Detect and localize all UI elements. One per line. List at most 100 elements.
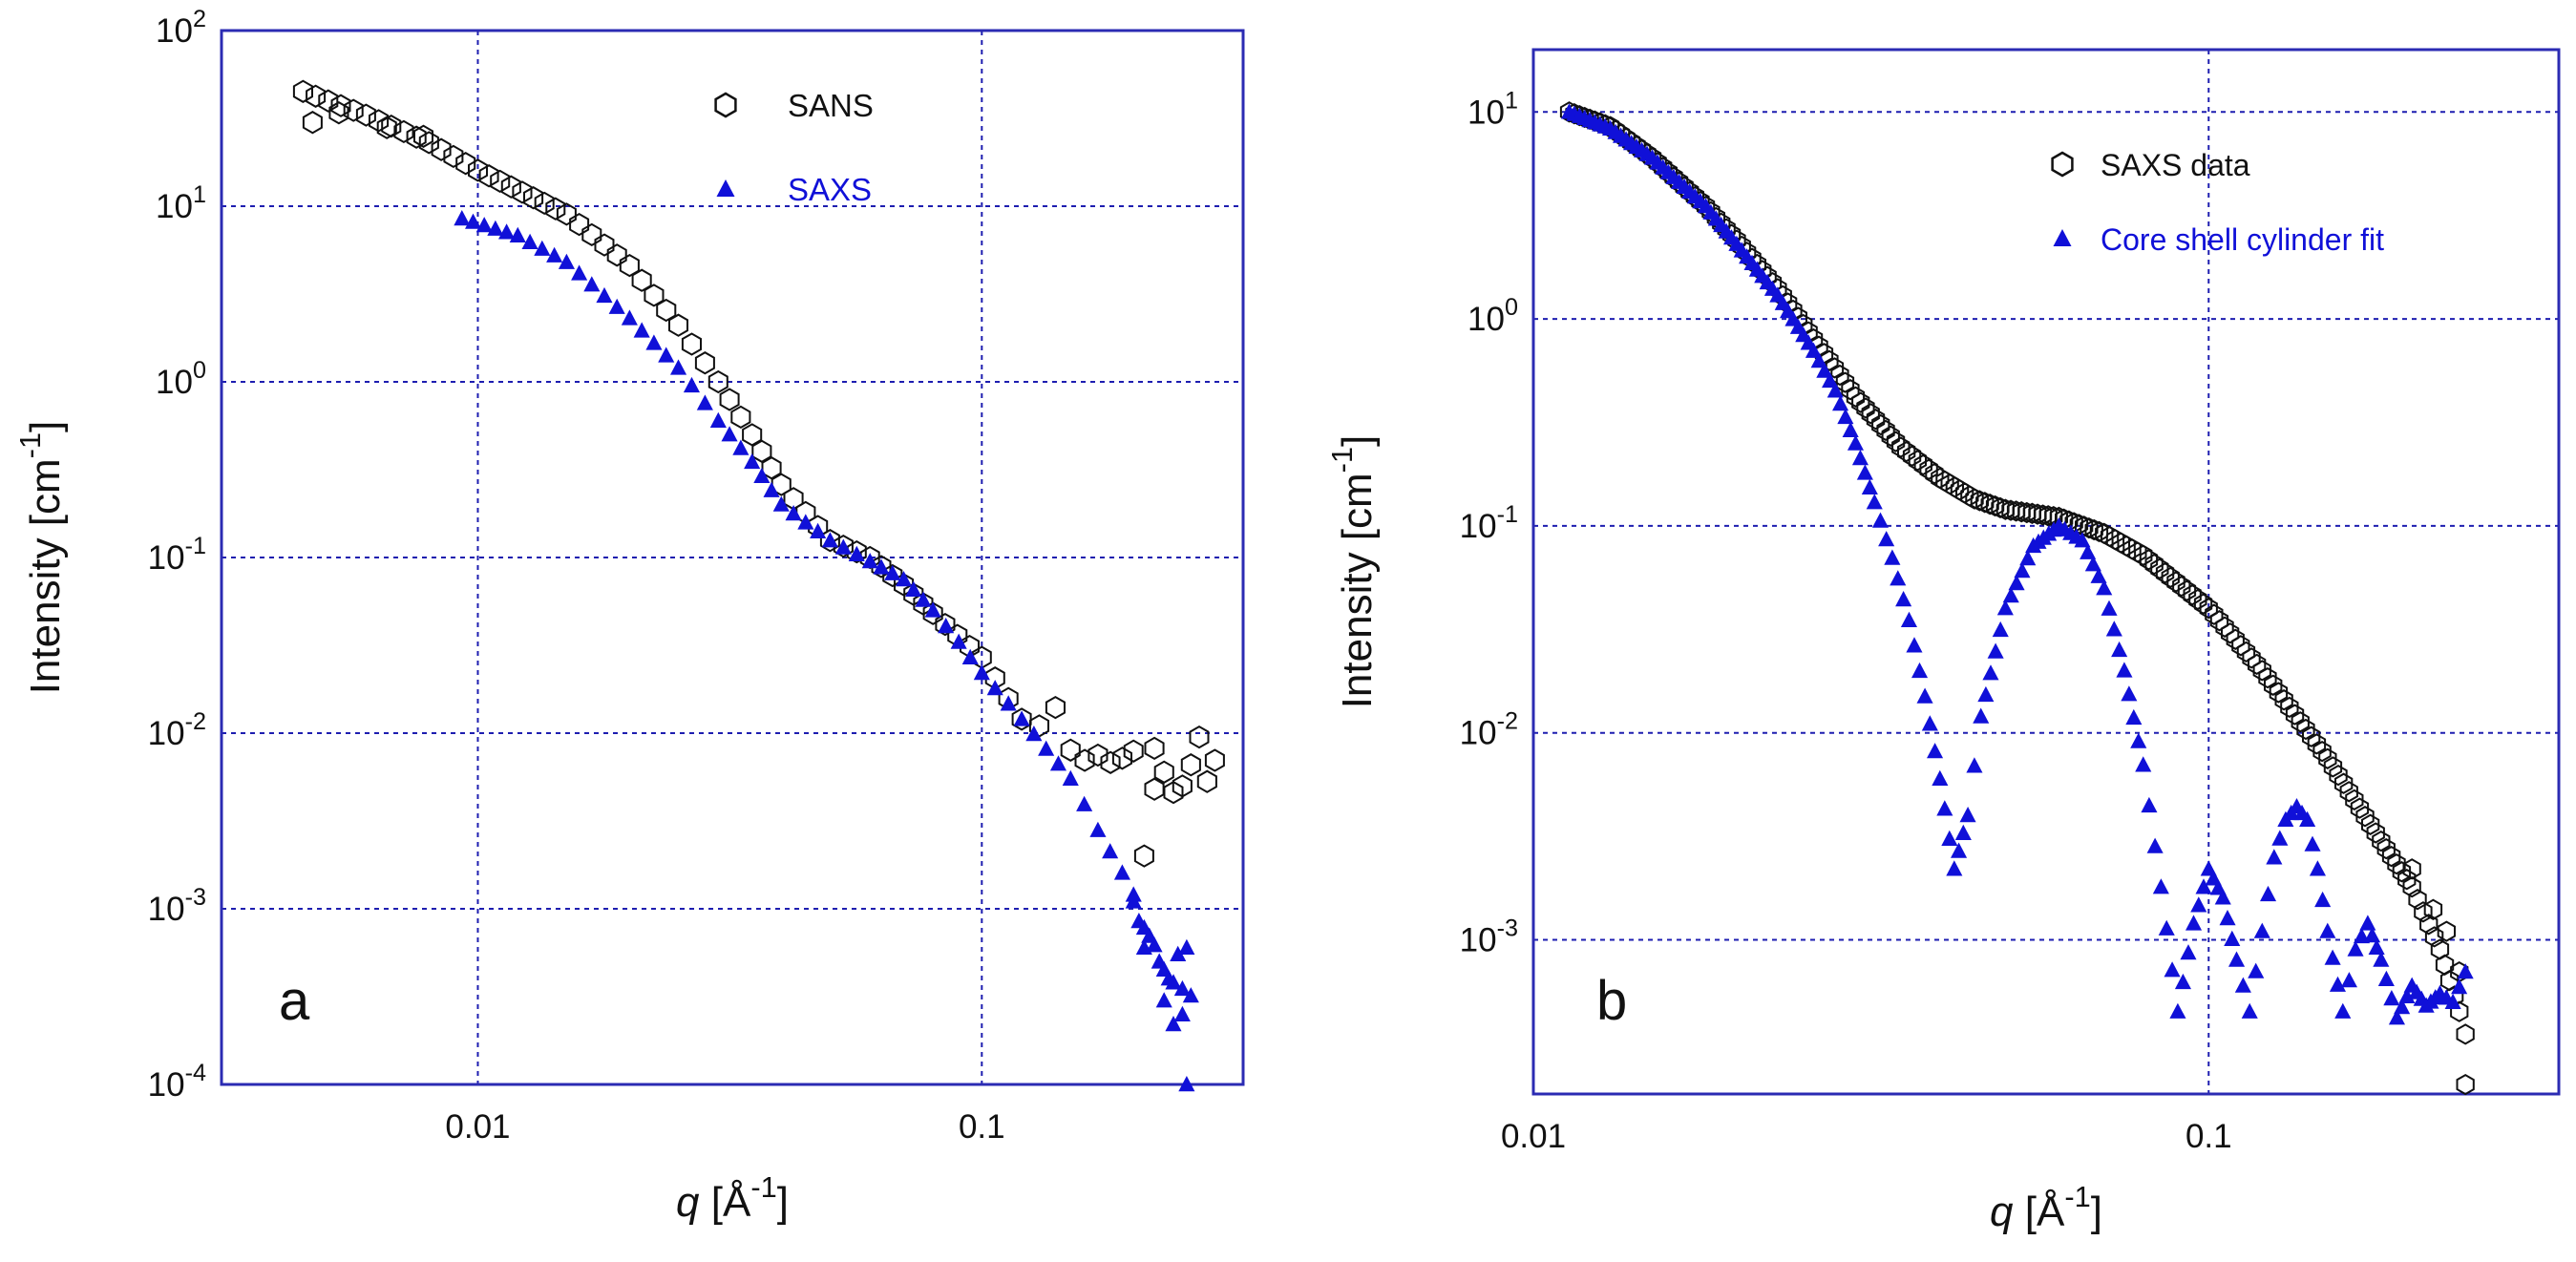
data-point [1900,611,1917,627]
data-point [498,223,516,240]
data-point [2006,500,2026,522]
data-point [2074,532,2091,548]
data-point [546,246,563,263]
data-point [668,313,688,337]
panel-label: b [1596,970,1627,1032]
data-point [785,505,802,521]
data-point [2185,915,2203,931]
x-tick-label: 0.01 [1501,1118,1566,1155]
data-point [2309,860,2326,876]
data-point [1144,777,1165,801]
series-core-shell-cylinder-fit [1561,103,2474,1025]
data-point [2180,944,2197,960]
data-point [465,213,482,229]
data-point [1876,419,1895,442]
data-point [2248,653,2267,676]
data-point [2329,764,2348,787]
data-point [2080,543,2097,559]
data-point [1830,364,1849,387]
y-axis-label: Intensity [cm-1] [1325,435,1381,709]
data-point [1871,512,1889,528]
data-point [596,286,613,304]
data-point [2144,553,2164,576]
data-point [478,164,499,188]
data-point [2304,835,2321,852]
data-point [2190,896,2207,913]
data-point [606,243,627,267]
data-point [935,612,956,637]
data-point [2241,1002,2258,1019]
data-point [1884,549,1901,565]
data-point [915,591,932,607]
data-point [1946,860,1963,876]
data-point [1886,431,1906,452]
data-point [1111,747,1132,770]
data-point [2323,756,2343,778]
data-point [1842,421,1859,437]
legend-label: Core shell cylinder fit [2101,222,2384,257]
data-point [2234,977,2251,993]
data-point [1178,1076,1195,1092]
data-point [709,411,727,428]
data-point [2314,891,2332,908]
data-point [1810,352,1827,368]
data-point [922,601,943,625]
data-point [1125,886,1142,902]
data-point [1805,342,1822,358]
data-point [2340,972,2357,988]
data-point [302,111,323,135]
data-point [292,79,313,103]
legend-marker-hexagon [714,92,737,118]
data-point [1144,736,1165,761]
data-point [521,233,538,249]
data-point [2224,930,2241,946]
data-point [2155,562,2175,584]
data-point [1074,748,1095,772]
data-point [1913,453,1932,476]
data-point [2345,789,2364,811]
panel-label: a [279,970,310,1032]
data-point [2456,1023,2475,1045]
data-point [2150,557,2169,579]
data-point [1089,821,1107,837]
data-point [2141,796,2158,813]
x-axis-label: q [Å-1] [676,1170,789,1226]
data-point [848,545,865,561]
data-point [1856,397,1875,419]
data-point [694,351,715,375]
data-point [1153,760,1174,784]
data-point [1881,425,1900,447]
data-point [1204,748,1225,772]
data-point [810,522,827,538]
data-point [2291,711,2310,733]
data-point [454,210,471,226]
data-point [1846,386,1866,408]
data-point [2019,550,2037,566]
data-point [1123,739,1144,763]
data-point [1100,750,1121,774]
data-point [2280,696,2299,719]
y-tick-label: 101 [156,181,206,225]
data-point [2033,504,2053,526]
data-point [2161,566,2180,589]
data-point [950,633,967,649]
data-point [924,601,941,618]
data-point [2368,938,2385,955]
data-point [330,94,351,117]
data-point [1170,945,1187,961]
data-point [376,116,397,139]
data-point [719,388,740,411]
data-point [2121,685,2138,702]
data-point [670,359,687,375]
data-point [2195,878,2212,894]
y-tick-label: 102 [156,6,206,50]
data-point [644,284,665,307]
data-point [1902,445,1922,467]
plot-frame [1531,48,2561,1096]
data-point [1155,992,1172,1008]
data-point [771,473,792,496]
data-point [2146,837,2164,853]
data-point [1891,436,1911,458]
data-point [2388,1009,2405,1025]
data-point [2090,567,2107,583]
